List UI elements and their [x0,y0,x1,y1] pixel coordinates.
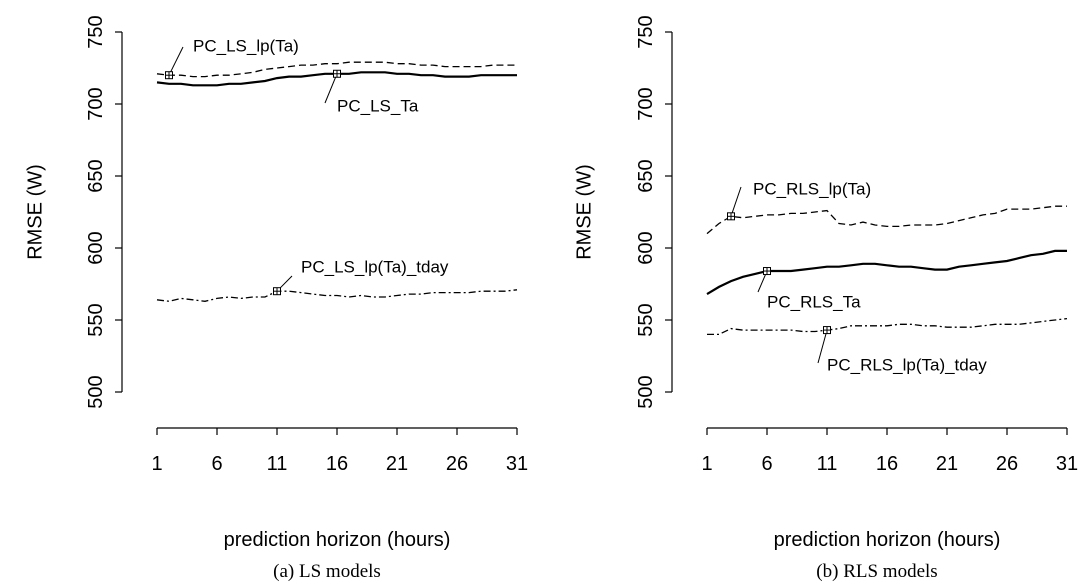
y-axis-title: RMSE (W) [573,164,595,260]
x-tick-label: 16 [876,453,898,475]
series-label: PC_LS_lp(Ta) [193,36,299,55]
y-tick-label: 600 [85,231,107,264]
x-tick-label: 6 [761,453,772,475]
y-tick-label: 750 [85,15,107,48]
series-line [707,317,1068,336]
figure-caption: (a) LS models [273,561,381,582]
y-axis-title: RMSE (W) [24,164,46,260]
x-tick-label: 6 [211,453,222,475]
series-pc-rls-ta: PC_RLS_Ta [706,249,1067,311]
y-tick-label: 700 [635,87,657,120]
series-pc-ls-lp-ta: PC_LS_lp(Ta) [156,36,517,80]
x-tick-label: 31 [506,453,528,475]
y-tick-label: 650 [635,159,657,192]
series-line [156,289,518,302]
series-label: PC_RLS_Ta [767,292,861,311]
series-pc-rls-lp-ta-tday: PC_RLS_lp(Ta)_tday [707,317,1068,374]
x-tick-label: 21 [936,453,958,475]
y-tick-label: 550 [635,303,657,336]
y-tick-label: 550 [85,303,107,336]
series-label: PC_RLS_lp(Ta) [753,179,871,198]
y-tick-label: 650 [85,159,107,192]
x-tick-label: 16 [326,453,348,475]
figure-caption: (b) RLS models [816,561,937,582]
x-tick-label: 26 [446,453,468,475]
series-label: PC_LS_lp(Ta)_tday [301,257,449,276]
series-line [156,61,517,78]
annotation-leader-line [168,46,184,76]
series-line [706,205,1067,235]
series-pc-rls-lp-ta: PC_RLS_lp(Ta) [706,179,1067,235]
y-tick-label: 500 [85,375,107,408]
y-tick-label: 750 [635,15,657,48]
annotation-leader-line [730,186,742,217]
x-tick-label: 11 [267,453,288,475]
series-label: PC_LS_Ta [337,96,419,115]
y-tick-label: 700 [85,87,107,120]
x-tick-label: 21 [386,453,408,475]
series-label: PC_RLS_lp(Ta)_tday [827,355,987,374]
series-pc-ls-lp-ta-tday: PC_LS_lp(Ta)_tday [156,257,518,302]
series-pc-ls-ta: PC_LS_Ta [156,69,517,115]
x-tick-label: 1 [151,453,162,475]
x-tick-label: 11 [817,453,838,475]
annotation-leader-line [324,73,338,104]
x-tick-label: 1 [701,453,712,475]
x-tick-label: 31 [1056,453,1078,475]
y-tick-label: 600 [635,231,657,264]
x-tick-label: 26 [996,453,1018,475]
x-axis-title: prediction horizon (hours) [224,529,451,551]
series-line [706,249,1067,296]
annotation-leader-line [817,329,828,364]
x-axis-title: prediction horizon (hours) [774,529,1001,551]
y-tick-label: 500 [635,375,657,408]
